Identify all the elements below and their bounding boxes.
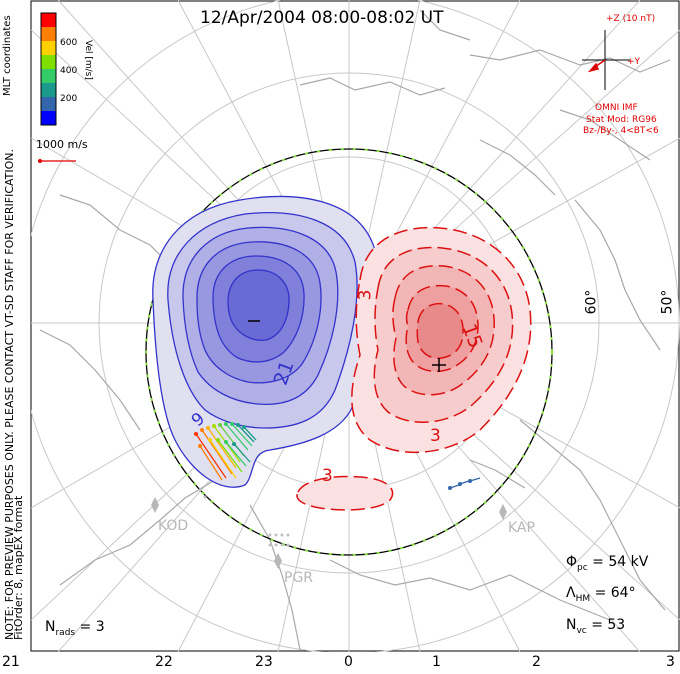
mlt-tick-0: 0 (344, 654, 353, 670)
latitude-label-60: 60° (583, 289, 600, 315)
colorbar-swatch (41, 111, 56, 126)
hm-boundary-vectors (145, 148, 553, 556)
potential-max-marker (432, 358, 446, 372)
imf-by-label: +Y (627, 57, 641, 67)
mlt-tick-1: 1 (432, 654, 441, 670)
velocity-colorbar (40, 12, 57, 126)
colorbar-title: Vel [m/s] (83, 40, 93, 80)
mlt-tick-2: 2 (532, 654, 541, 670)
colorbar-tick-600: 600 (60, 38, 78, 48)
mlt-tick-22: 22 (155, 654, 173, 670)
colorbar-swatch (41, 41, 56, 56)
velocity-vectors (194, 422, 481, 490)
station-label-pgr: PGR (284, 570, 314, 586)
negative-potential-cell (152, 195, 379, 488)
colorbar-swatch (41, 27, 56, 42)
colorbar-outline (40, 12, 57, 126)
fit-order-note: FitOrder: 8, mapEX format (12, 495, 25, 640)
coords-label: MLT coordinates (2, 15, 13, 96)
colorbar-swatch (41, 55, 56, 70)
colorbar-swatch (41, 69, 56, 84)
station-label-kod: KOD (158, 518, 189, 534)
colorbar-swatch (41, 83, 56, 98)
colorbar-tick-400: 400 (60, 66, 78, 76)
contour-label-pos-3-blob: 3 (322, 466, 333, 486)
positive-potential-cell (296, 226, 532, 511)
vector-count: Nvc = 53 (566, 617, 626, 636)
imf-source: OMNI IMF (595, 103, 638, 113)
stat-model: Stat Mod: RG96 (586, 115, 657, 125)
imf-vector (587, 59, 606, 73)
colorbar-swatch (41, 97, 56, 112)
colorbar-swatch (41, 13, 56, 28)
mlt-tick-3: 3 (666, 654, 675, 670)
mlt-tick-23: 23 (255, 654, 273, 670)
scale-vector-label: 1000 m/s (36, 138, 88, 151)
mlt-tick-21: 21 (2, 654, 20, 670)
station-markers (151, 488, 507, 569)
colorbar-tick-200: 200 (60, 94, 78, 104)
cross-polar-potential: Φpc = 54 kV (566, 554, 649, 573)
station-label-kap: KAP (508, 520, 535, 536)
latitude-label-50: 50° (659, 289, 676, 315)
contour-label-pos-3-mid: 3 (430, 426, 441, 446)
contour-label-pos-3-top: 3 (355, 289, 376, 301)
stat-model-params: Bz-/By-, 4<BT<6 (583, 126, 659, 136)
radar-count: Nrads = 3 (45, 619, 105, 638)
imf-bz-label: +Z (10 nT) (606, 14, 656, 24)
map-title: 12/Apr/2004 08:00-08:02 UT (200, 8, 444, 28)
hm-boundary-latitude: ΛHM = 64° (566, 585, 636, 604)
